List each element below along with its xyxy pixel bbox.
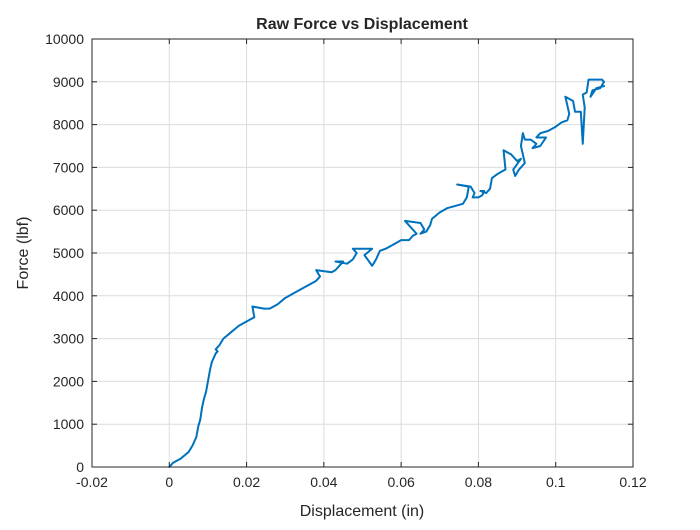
y-tick-label: 3000 [53,331,84,347]
x-tick-label: 0.02 [233,474,260,490]
x-tick-label: 0.12 [619,474,646,490]
y-tick-label: 5000 [53,245,84,261]
chart-title: Raw Force vs Displacement [256,16,468,33]
y-tick-label: 0 [76,459,84,475]
y-tick-label: 10000 [45,31,84,47]
x-tick-label: -0.02 [76,474,108,490]
y-tick-label: 8000 [53,117,84,133]
y-tick-label: 7000 [53,159,84,175]
x-tick-label: 0.1 [546,474,566,490]
x-tick-label: 0.06 [388,474,415,490]
x-tick-label: 0 [165,474,173,490]
x-tick-label: 0.08 [465,474,492,490]
y-axis-label: Force (lbf) [15,217,32,290]
x-tick-label: 0.04 [310,474,337,490]
y-tick-label: 2000 [53,373,84,389]
x-axis-label: Displacement (in) [300,503,424,520]
y-tick-label: 6000 [53,202,84,218]
y-tick-label: 9000 [53,74,84,90]
y-tick-label: 4000 [53,288,84,304]
y-tick-label: 1000 [53,416,84,432]
